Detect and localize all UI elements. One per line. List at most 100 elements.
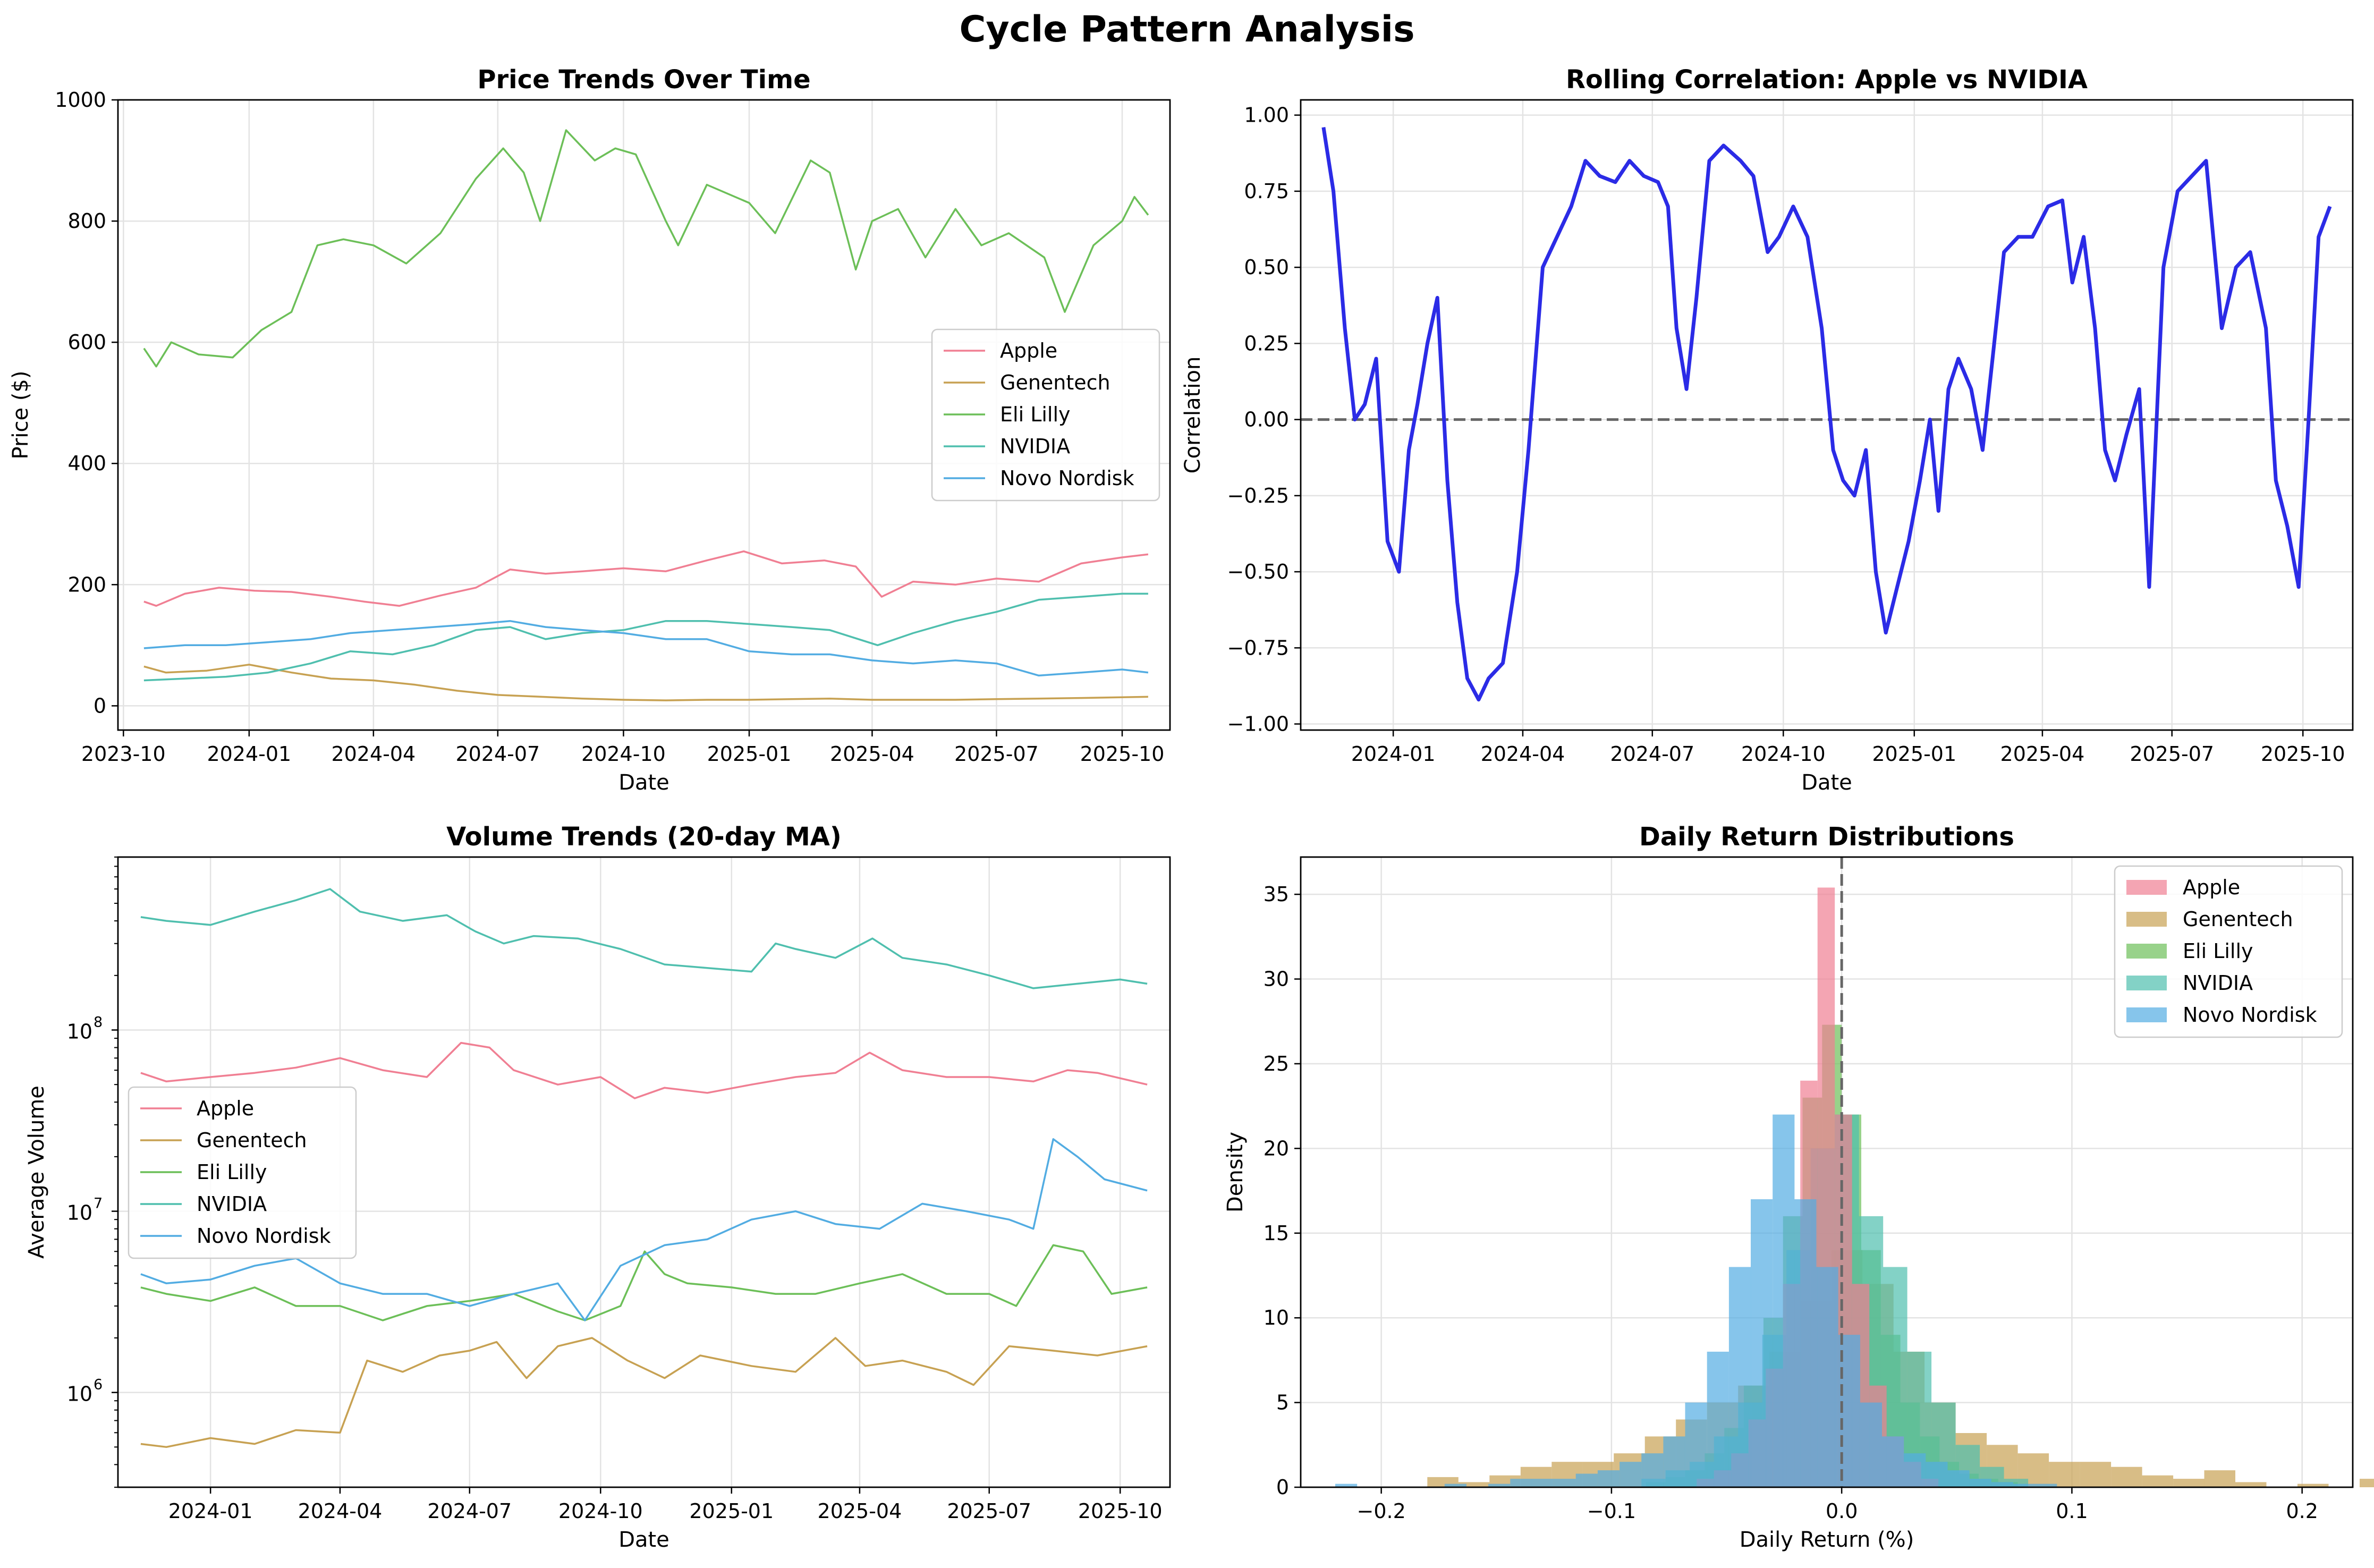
legend-swatch-apple (2126, 880, 2167, 895)
y-tick-label-base: 10 (67, 1201, 92, 1225)
y-tick-label: 20 (1264, 1137, 1289, 1160)
bar (1969, 1479, 1991, 1487)
legend-label-nvidia: NVIDIA (2183, 971, 2253, 995)
bar (1904, 1453, 1926, 1487)
bar (2013, 1484, 2036, 1487)
x-axis-label: Date (1801, 770, 1852, 795)
x-tick-label: 0.0 (1826, 1499, 1858, 1523)
y-axis-label: Correlation (1181, 357, 1205, 474)
x-tick-label: 2025-07 (947, 1499, 1031, 1523)
bar (1685, 1402, 1707, 1487)
x-tick-label: 2024-01 (168, 1499, 253, 1523)
y-tick-label: 0 (94, 694, 106, 717)
bar (1773, 1114, 1795, 1487)
x-tick-label: 2024-10 (1741, 742, 1826, 766)
y-tick-label: 10 (1264, 1306, 1289, 1329)
y-tick-label: −0.50 (1227, 560, 1289, 583)
bar (1991, 1482, 2013, 1487)
x-tick-label: −0.2 (1357, 1499, 1406, 1523)
x-tick-label: 2025-04 (818, 1499, 902, 1523)
y-tick-label: 400 (67, 452, 106, 475)
y-tick-label: 30 (1264, 968, 1289, 991)
x-tick-label: 2025-01 (707, 742, 792, 766)
x-tick-label: 2025-01 (1872, 742, 1956, 766)
figure-title: Cycle Pattern Analysis (959, 9, 1414, 50)
bar (1444, 1484, 1466, 1487)
legend-label-novo-nordisk: Novo Nordisk (197, 1224, 331, 1248)
bar (1488, 1484, 1511, 1487)
x-tick-label: 2025-10 (2261, 742, 2345, 766)
bar (2360, 1479, 2374, 1487)
bar (2297, 1484, 2329, 1487)
legend: Apple Genentech Eli Lilly NVIDIA Novo Nordis… (931, 328, 1160, 502)
x-tick-label: 2025-07 (954, 742, 1039, 766)
chart-title: Volume Trends (20-day MA) (446, 822, 842, 852)
x-tick-label: 2024-10 (558, 1499, 643, 1523)
legend-label-eli-lilly: Eli Lilly (197, 1160, 267, 1184)
plot-frame (1300, 856, 2354, 1488)
y-tick-label: 800 (67, 209, 106, 233)
chart-title: Daily Return Distributions (1639, 822, 2014, 852)
y-tick-label-base: 10 (67, 1383, 92, 1406)
bar (1947, 1470, 1970, 1487)
series-line-apple (143, 550, 1149, 607)
legend: Apple Genentech Eli Lilly NVIDIA Novo Nordis… (2114, 865, 2343, 1038)
bar (1728, 1267, 1751, 1487)
y-tick-label: 1.00 (1244, 104, 1289, 127)
series-line-nvidia (140, 888, 1148, 989)
bar (2080, 1462, 2112, 1487)
y-tick-label: −1.00 (1227, 713, 1289, 736)
plot-frame (1300, 99, 2354, 731)
legend: Apple Genentech Eli Lilly NVIDIA Novo Nordis… (128, 1086, 357, 1259)
y-tick-label: −0.75 (1227, 636, 1289, 659)
legend-swatch-nvidia (2126, 976, 2167, 990)
series-line-novo-nordisk (143, 620, 1149, 677)
x-tick-label: −0.1 (1587, 1499, 1636, 1523)
y-tick-label: 1000 (55, 88, 106, 112)
y-tick-label: 0.25 (1244, 332, 1289, 355)
x-tick-label: 2024-07 (427, 1499, 512, 1523)
x-tick-label: 2024-04 (298, 1499, 383, 1523)
bar (1751, 1199, 1773, 1487)
x-tick-label: 2025-10 (1078, 1499, 1163, 1523)
y-tick-label-exponent: 6 (94, 1377, 103, 1393)
panel-price-trends: 2023-10 2024-01 2024-04 2024-07 2024-10 2025-… (9, 65, 1171, 795)
bar (2235, 1482, 2267, 1487)
y-axis-label: Average Volume (24, 1086, 49, 1259)
bar (1458, 1482, 1490, 1487)
bar (2111, 1467, 2142, 1487)
x-tick-label: 0.1 (2056, 1499, 2088, 1523)
plot-frame (117, 856, 1171, 1488)
bar (1882, 1436, 1904, 1487)
bar (1620, 1462, 1642, 1487)
legend-swatch-novo-nordisk (2126, 1007, 2167, 1022)
bar (2173, 1479, 2205, 1487)
y-tick-label: 200 (67, 573, 106, 596)
x-tick-label: 2025-01 (689, 1499, 774, 1523)
series-line-nvidia (143, 592, 1148, 682)
y-tick-label: 5 (1276, 1391, 1289, 1414)
bar (1926, 1462, 1948, 1487)
x-tick-label: 2024-04 (331, 742, 416, 766)
series-line-correlation (1321, 127, 2332, 702)
y-tick-label: 0.00 (1244, 408, 1289, 431)
bar (1663, 1436, 1685, 1487)
bar (1532, 1479, 1554, 1487)
x-tick-label: 2024-01 (1351, 742, 1436, 766)
legend-label-nvidia: NVIDIA (1000, 435, 1070, 458)
x-tick-label: 2025-04 (2000, 742, 2085, 766)
bar (2204, 1470, 2235, 1487)
bar (1794, 1199, 1817, 1487)
y-tick-label: 0 (1276, 1476, 1289, 1499)
x-tick-label: 2024-04 (1481, 742, 1565, 766)
plot-frame (117, 99, 1171, 731)
chart-title: Rolling Correlation: Apple vs NVIDIA (1566, 65, 2088, 95)
y-tick-label-exponent: 8 (94, 1014, 103, 1030)
x-tick-label: 2024-01 (207, 742, 291, 766)
y-tick-label: 35 (1264, 883, 1289, 906)
series-line-eli-lilly (143, 129, 1149, 368)
x-tick-label: 2023-10 (81, 742, 166, 766)
y-tick-label: 15 (1264, 1222, 1289, 1245)
